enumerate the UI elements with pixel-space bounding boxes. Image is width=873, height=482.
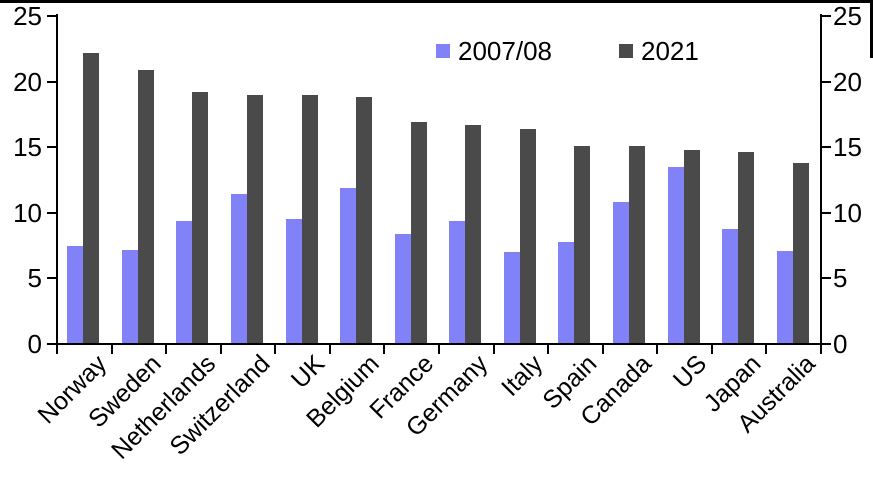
y-axis-right-spine (820, 14, 822, 345)
y-tick-left-25 (47, 15, 56, 17)
x-boundary-tick-7 (438, 345, 440, 354)
bar-2021-netherlands (192, 92, 209, 344)
bar-2021-france (410, 122, 427, 344)
legend-swatch-2021-icon (619, 44, 633, 58)
legend-item-2007-08: 2007/08 (436, 37, 552, 65)
chart-frame-top-border (0, 0, 873, 3)
y-tick-label-right-5: 5 (833, 263, 848, 294)
chart-frame-right-border (870, 0, 873, 58)
bar-2007-08-sweden (121, 249, 138, 344)
y-tick-label-right-20: 20 (833, 66, 862, 97)
y-tick-right-25 (822, 15, 831, 17)
y-tick-right-0 (822, 343, 831, 345)
y-tick-left-0 (47, 343, 56, 345)
x-boundary-tick-1 (110, 345, 113, 354)
bar-2007-08-italy (503, 252, 520, 344)
bar-2007-08-uk (285, 219, 302, 344)
bar-2007-08-belgium (340, 187, 357, 344)
bar-2007-08-france (394, 233, 411, 344)
x-boundary-tick-6 (383, 345, 386, 354)
y-tick-label-left-20: 20 (13, 66, 42, 97)
bar-2021-canada (629, 145, 645, 344)
bar-2007-08-netherlands (176, 220, 193, 344)
legend-label-2007-08: 2007/08 (458, 36, 552, 66)
bar-2021-norway (83, 52, 100, 344)
y-axis-left-spine (56, 14, 58, 345)
bar-2021-switzerland (247, 94, 263, 344)
x-boundary-tick-2 (165, 345, 168, 354)
bar-2021-italy (519, 128, 536, 344)
y-tick-right-15 (822, 146, 831, 149)
bar-2021-germany (465, 124, 482, 344)
bar-2021-belgium (356, 97, 373, 344)
y-tick-label-left-15: 15 (13, 132, 42, 163)
bar-2007-08-norway (67, 245, 84, 344)
bar-2021-spain (574, 145, 591, 344)
x-boundary-tick-0 (56, 345, 58, 354)
legend-swatch-2007-08-icon (436, 44, 450, 58)
bar-2021-australia (792, 162, 809, 344)
x-boundary-tick-14 (820, 345, 822, 354)
legend-label-2021: 2021 (641, 36, 699, 66)
x-label-uk: UK (285, 349, 330, 394)
x-axis-spine (56, 343, 822, 345)
y-tick-label-left-25: 25 (13, 1, 42, 31)
y-tick-label-right-15: 15 (833, 132, 862, 163)
y-tick-right-20 (822, 80, 831, 83)
x-boundary-tick-8 (492, 345, 495, 354)
bar-2007-08-germany (449, 220, 466, 344)
bar-2007-08-us (667, 166, 684, 344)
x-boundary-tick-12 (710, 345, 713, 354)
bar-2021-japan (738, 152, 755, 344)
y-tick-label-right-25: 25 (833, 1, 862, 31)
x-boundary-tick-4 (274, 345, 277, 354)
bar-2007-08-australia (776, 250, 793, 344)
x-boundary-tick-10 (601, 345, 604, 354)
bar-2007-08-spain (558, 241, 575, 344)
bar-2021-us (683, 149, 700, 344)
bar-2007-08-japan (722, 228, 739, 344)
bar-2007-08-switzerland (231, 194, 247, 344)
y-tick-right-5 (822, 277, 831, 280)
y-tick-left-5 (47, 277, 56, 280)
y-tick-left-20 (47, 80, 56, 83)
y-tick-left-10 (47, 211, 56, 214)
y-tick-label-left-5: 5 (27, 263, 42, 294)
x-boundary-tick-9 (547, 345, 550, 354)
y-tick-label-left-0: 0 (27, 329, 42, 359)
y-tick-label-right-0: 0 (833, 329, 848, 359)
y-tick-label-left-10: 10 (13, 197, 42, 228)
bar-2021-sweden (137, 69, 154, 344)
x-label-us: US (667, 349, 712, 394)
x-boundary-tick-13 (765, 345, 768, 354)
bar-2021-uk (301, 94, 318, 344)
legend-item-2021: 2021 (619, 37, 699, 65)
bar-2007-08-canada (613, 202, 629, 344)
x-boundary-tick-3 (219, 345, 222, 354)
y-tick-label-right-10: 10 (833, 197, 862, 228)
y-tick-right-10 (822, 211, 831, 214)
x-boundary-tick-11 (656, 345, 659, 354)
y-tick-left-15 (47, 146, 56, 149)
x-boundary-tick-5 (328, 345, 331, 354)
